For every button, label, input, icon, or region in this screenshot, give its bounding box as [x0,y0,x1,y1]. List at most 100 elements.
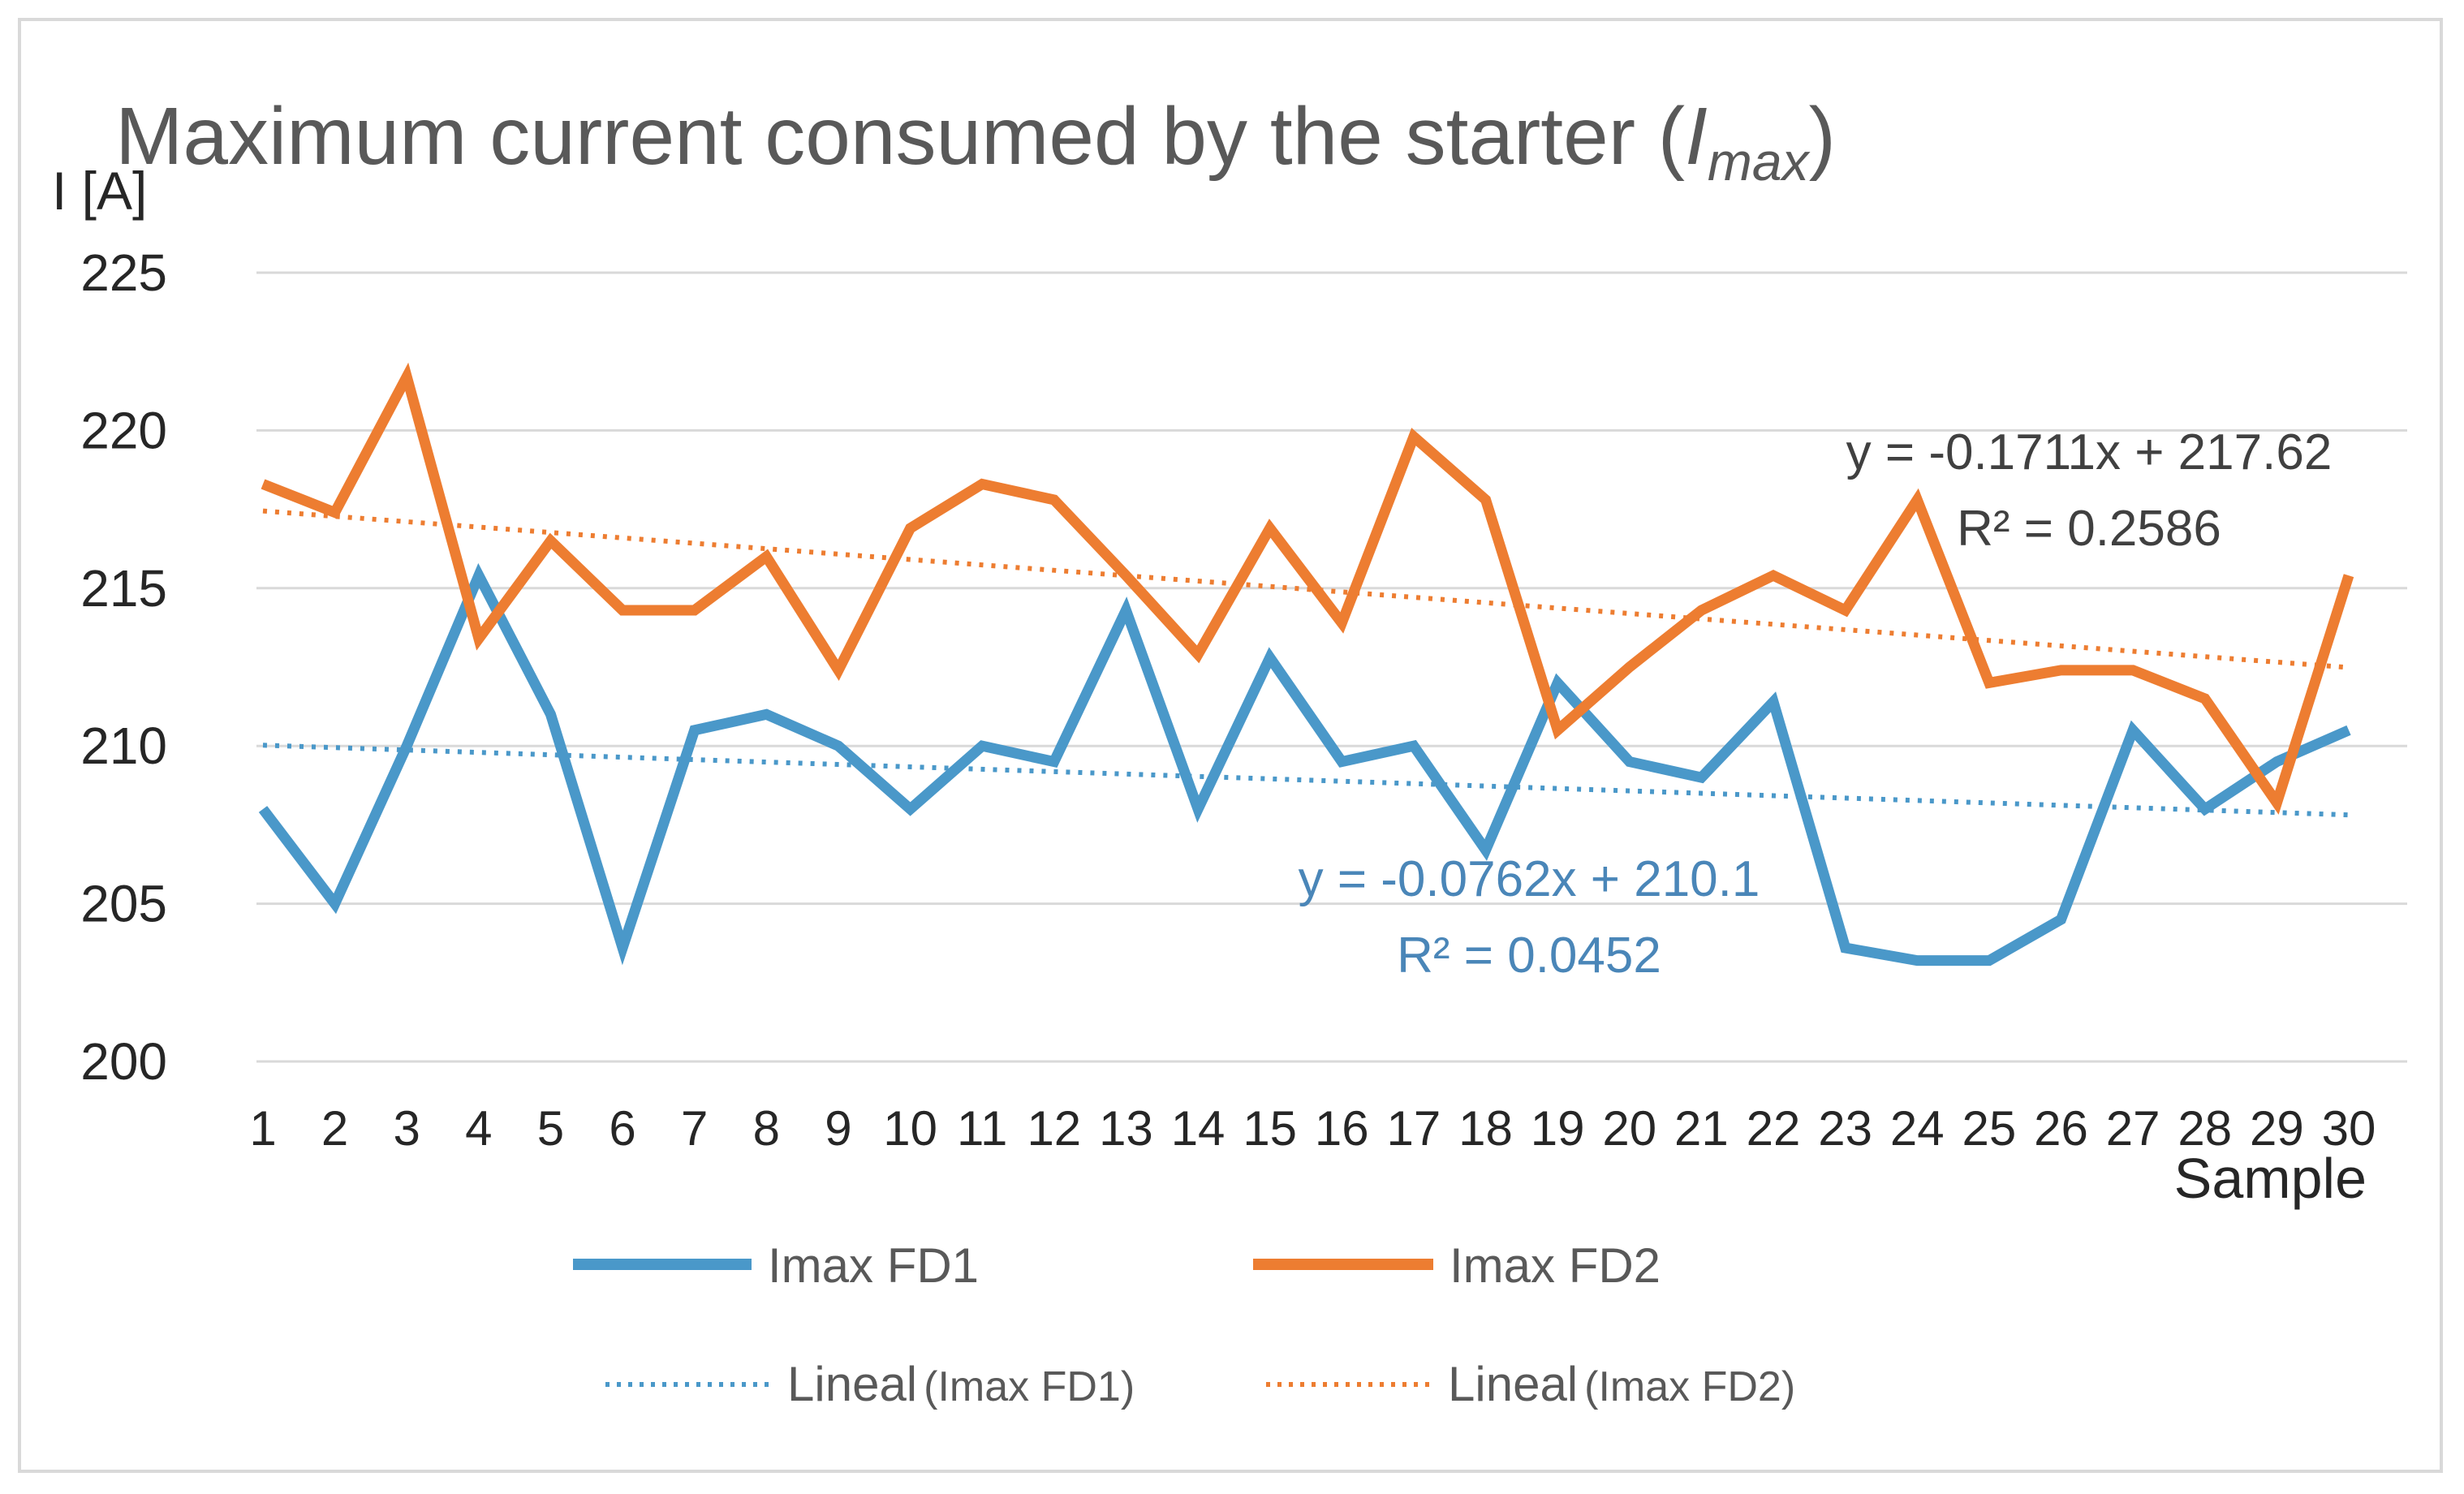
y-tick-label: 215 [80,559,167,618]
trendline-2 [262,508,2350,670]
x-tick-label: 19 [1531,1101,1585,1156]
chart-svg: Maximum current consumed by the starter … [52,91,2407,1411]
trend-r2-fd1: R² = 0.0452 [1397,928,1661,984]
chart-frame: Maximum current consumed by the starter … [18,18,2443,1473]
legend-label-fd2: Imax FD2 [1450,1238,1661,1293]
x-tick-label: 3 [394,1101,420,1156]
x-tick-label: 8 [753,1101,780,1156]
y-tick-label: 205 [80,875,167,933]
x-tick-label: 12 [1027,1101,1081,1156]
x-tick-label: 7 [681,1101,708,1156]
data-point [1053,499,1055,501]
data-point [1341,622,1342,624]
x-tick-label: 10 [883,1101,937,1156]
data-point [1125,575,1126,576]
series-line-1 [258,562,2351,967]
x-tick-label: 16 [1315,1101,1369,1156]
x-tick-label: 22 [1747,1101,1801,1156]
data-point [1557,682,1558,683]
legend: Imax FD1 Imax FD2 Lineal (Imax FD1) Linea… [573,1238,1795,1411]
data-point [622,947,623,949]
data-point [2348,575,2350,576]
x-tick-label: 4 [465,1101,492,1156]
x-tick-label: 6 [609,1101,635,1156]
data-point [262,808,264,810]
data-point [549,540,551,541]
data-point [478,575,480,576]
y-tick-label: 200 [80,1032,167,1091]
data-point [2276,761,2277,763]
data-point [694,730,696,731]
series-line-2 [261,362,2354,815]
x-tick-label: 14 [1171,1101,1226,1156]
data-point [1197,808,1199,810]
data-point [1629,666,1630,668]
y-tick-label: 220 [80,401,167,459]
x-tick-label: 17 [1387,1101,1441,1156]
data-point [910,527,911,529]
trend-equation-fd1: y = -0.0762x + 210.1 [1299,851,1760,907]
data-point [1773,701,1774,703]
x-tick-label: 26 [2034,1101,2088,1156]
trend-r2-fd2: R² = 0.2586 [1957,501,2221,557]
data-point [1988,960,1990,962]
data-point [765,713,767,715]
x-tick-label: 21 [1674,1101,1729,1156]
chart-title: Maximum current consumed by the starter … [115,91,1836,192]
x-tick-label: 28 [2178,1101,2232,1156]
data-point [2132,730,2134,731]
legend-label-trend-fd1: Lineal (Imax FD1) [787,1357,1135,1411]
data-point [1485,499,1487,501]
data-point [334,903,336,905]
data-point [1988,682,1990,683]
y-tick-labels: 200 205 210 215 220 225 [80,243,167,1091]
x-axis-label: Sample [2174,1147,2367,1210]
x-tick-label: 2 [321,1101,348,1156]
trendlines [262,508,2350,818]
series-lines [258,362,2354,967]
data-point [549,713,551,715]
data-point [1916,499,1918,501]
data-point [1125,609,1126,611]
x-tick-label: 30 [2322,1101,2376,1156]
data-point [2061,670,2062,671]
legend-label-trend-fd2: Lineal (Imax FD2) [1448,1357,1795,1411]
x-tick-label: 25 [1962,1101,2017,1156]
y-tick-label: 225 [80,243,167,302]
data-point [1053,761,1055,763]
x-tick-label: 13 [1099,1101,1153,1156]
trend-equation-fd2: y = -0.1711x + 217.62 [1846,424,2333,480]
x-tick-labels: 1 2 3 4 5 6 7 8 9 10 11 12 13 14 15 16 17 18 19 20 21 22 23 24 2… [249,1101,2376,1156]
data-point [2348,730,2350,731]
data-point [838,745,839,747]
x-tick-label: 29 [2250,1101,2304,1156]
data-point [478,638,480,639]
data-point [2276,802,2277,803]
data-point [765,556,767,558]
x-tick-label: 20 [1602,1101,1656,1156]
y-tick-label: 210 [80,717,167,775]
data-point [694,609,696,611]
data-point [1413,745,1415,747]
data-point [2204,698,2206,700]
y-axis-label: I [A] [52,161,147,221]
data-point [406,745,407,747]
x-tick-label: 23 [1818,1101,1872,1156]
data-point [406,376,407,377]
data-point [262,483,264,484]
data-point [1916,960,1918,962]
data-point [1700,777,1702,778]
legend-label-fd1: Imax FD1 [768,1238,979,1293]
data-point [334,511,336,513]
data-point [1845,609,1846,611]
data-point [1269,657,1271,658]
data-point [1700,609,1702,611]
data-point [838,670,839,671]
data-point [910,808,911,810]
data-point [981,745,983,747]
data-point [1413,436,1415,437]
x-tick-label: 27 [2106,1101,2160,1156]
x-tick-label: 5 [537,1101,564,1156]
data-point [1269,527,1271,529]
data-point [2204,808,2206,810]
